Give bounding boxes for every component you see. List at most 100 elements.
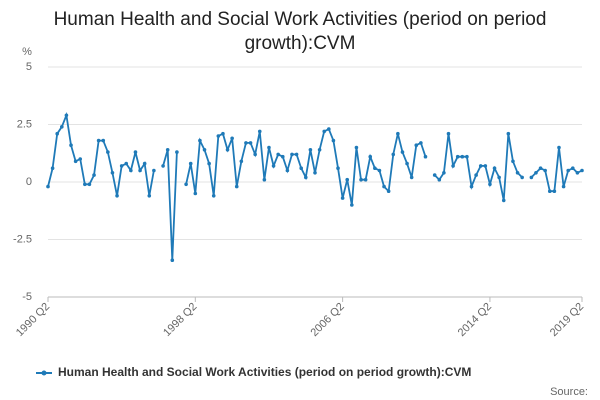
point <box>492 166 497 170</box>
point <box>142 161 147 166</box>
point <box>557 145 561 150</box>
point <box>50 166 55 170</box>
point <box>377 168 382 173</box>
point <box>359 177 363 182</box>
point <box>437 177 442 182</box>
point <box>262 177 267 182</box>
point <box>119 164 124 168</box>
point <box>87 182 92 187</box>
point <box>271 164 276 168</box>
point <box>515 171 520 175</box>
point <box>253 152 257 157</box>
point <box>501 198 506 203</box>
point <box>488 182 492 187</box>
y-tick-label: -5 <box>22 291 32 303</box>
point <box>69 143 73 147</box>
point <box>285 168 290 173</box>
point <box>299 166 303 170</box>
point <box>469 184 474 189</box>
point <box>382 184 386 189</box>
point <box>538 166 543 170</box>
point <box>442 171 446 175</box>
point <box>211 194 216 198</box>
point <box>230 136 234 141</box>
point <box>193 191 198 196</box>
point <box>474 173 478 177</box>
point <box>336 166 340 170</box>
point <box>92 173 96 177</box>
point <box>497 175 501 180</box>
point <box>46 184 50 189</box>
point <box>106 150 110 154</box>
point <box>340 196 345 200</box>
point <box>327 127 331 131</box>
point <box>225 148 230 152</box>
point <box>317 148 322 152</box>
point <box>202 148 207 152</box>
point <box>580 168 584 173</box>
point <box>350 203 354 207</box>
point <box>267 145 271 150</box>
point <box>115 194 119 198</box>
point <box>96 138 101 143</box>
point <box>566 168 570 173</box>
point <box>110 171 115 175</box>
series-line <box>47 111 583 261</box>
point <box>419 141 423 145</box>
point <box>511 159 515 164</box>
y-tick-label: 0 <box>26 176 32 188</box>
point <box>290 152 294 157</box>
point <box>414 143 419 147</box>
point <box>575 171 580 175</box>
point <box>391 152 396 157</box>
point <box>161 164 165 168</box>
point <box>409 175 414 180</box>
chart-title: Human Health and Social Work Activities … <box>53 9 547 54</box>
legend-marker <box>41 370 47 376</box>
point <box>308 148 313 152</box>
point <box>276 152 280 157</box>
point <box>129 168 133 173</box>
x-tick-label: 1998 Q2 <box>161 301 199 339</box>
point <box>345 177 350 182</box>
point <box>170 258 175 263</box>
point <box>198 138 202 143</box>
point <box>165 148 170 152</box>
point <box>55 131 60 136</box>
point <box>188 161 193 166</box>
point <box>280 154 285 159</box>
point <box>64 113 69 118</box>
point <box>294 152 299 157</box>
point <box>331 138 336 143</box>
point <box>561 184 566 189</box>
point <box>552 189 557 193</box>
point <box>483 164 488 168</box>
point <box>239 159 244 164</box>
point <box>570 166 575 170</box>
point <box>216 134 221 138</box>
point <box>257 129 262 134</box>
point <box>221 131 225 136</box>
point <box>405 161 409 166</box>
y-tick-label: 5 <box>26 61 32 73</box>
point <box>432 173 437 177</box>
source: Source: <box>550 386 588 398</box>
point <box>133 150 138 154</box>
x-tick-label: 2014 Q2 <box>456 301 494 339</box>
x-tick-label: 2019 Q2 <box>548 301 586 339</box>
point <box>520 175 524 180</box>
point <box>73 159 78 164</box>
point <box>101 138 106 143</box>
point <box>184 182 188 187</box>
point <box>207 161 211 166</box>
point <box>423 154 428 159</box>
legend-label: Human Health and Social Work Activities … <box>58 365 471 379</box>
point <box>234 184 239 189</box>
point <box>354 145 359 150</box>
point <box>248 141 253 145</box>
point <box>386 189 391 193</box>
y-tick-label: 2.5 <box>17 118 32 130</box>
point <box>124 161 129 166</box>
